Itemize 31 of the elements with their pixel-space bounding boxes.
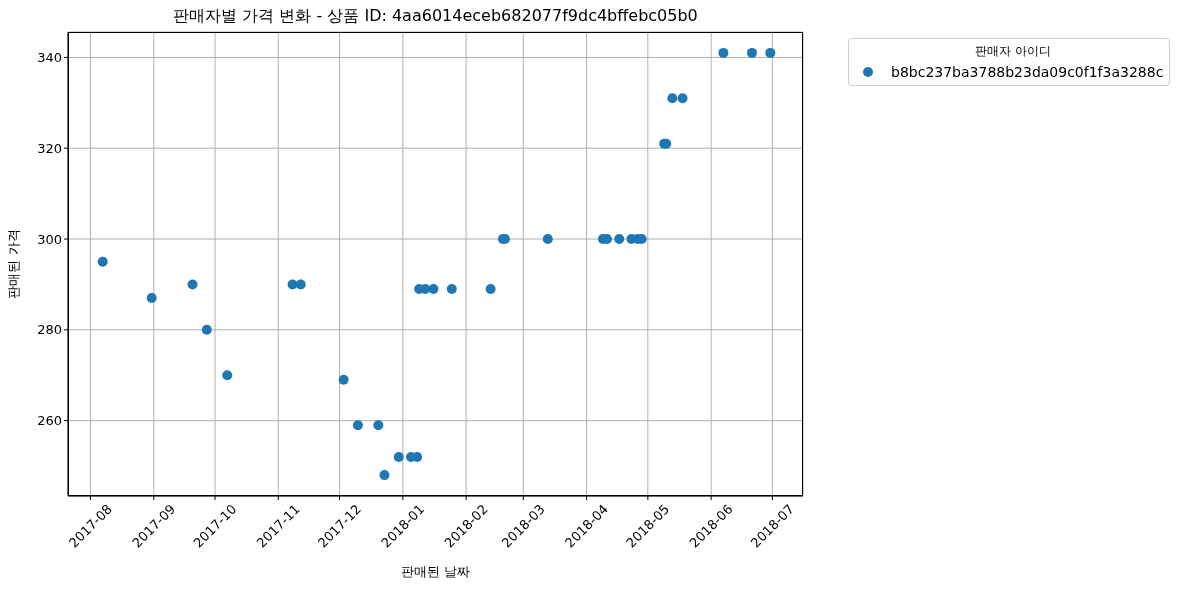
point xyxy=(379,470,390,481)
point xyxy=(485,283,496,294)
point xyxy=(746,47,757,58)
point xyxy=(201,324,212,335)
y-tick-label: 320 xyxy=(37,140,62,156)
legend-title: 판매자 아이디 xyxy=(975,44,1052,58)
point xyxy=(187,279,198,290)
point xyxy=(765,47,776,58)
point xyxy=(667,93,678,104)
point xyxy=(373,420,384,431)
y-tick-label: 300 xyxy=(37,231,62,247)
y-axis-title: 판매된 가격 xyxy=(6,229,21,299)
legend-label: b8bc237ba3788b23da09c0f1f3a3288c xyxy=(891,64,1164,80)
point xyxy=(446,283,457,294)
point xyxy=(718,47,729,58)
point xyxy=(393,451,404,462)
y-tick-label: 340 xyxy=(37,50,62,66)
x-axis-title: 판매된 날짜 xyxy=(400,564,471,579)
point xyxy=(677,93,688,104)
point xyxy=(97,256,108,267)
y-tick-label: 260 xyxy=(37,413,62,429)
point xyxy=(295,279,306,290)
point xyxy=(222,370,233,381)
point xyxy=(352,420,363,431)
point xyxy=(146,293,157,304)
point xyxy=(542,234,553,245)
point xyxy=(338,374,349,385)
point xyxy=(428,283,439,294)
chart-title: 판매자별 가격 변화 - 상품 ID: 4aa6014eceb682077f9dc4bffebc05b0 xyxy=(173,6,698,25)
point xyxy=(614,234,625,245)
y-tick-label: 280 xyxy=(37,322,62,338)
